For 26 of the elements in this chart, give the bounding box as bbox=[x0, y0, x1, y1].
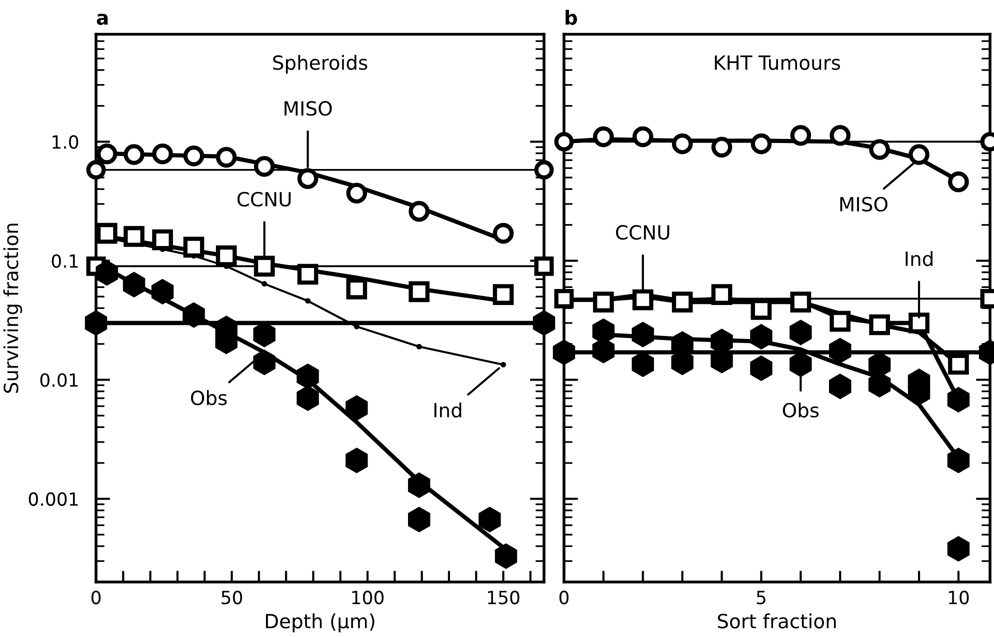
annotation: Obs bbox=[191, 390, 227, 406]
x-tick-label: 0 bbox=[559, 590, 569, 604]
text: a bbox=[96, 14, 108, 25]
x-tick-label: 5 bbox=[756, 590, 766, 604]
y-tick-label: 0.01 bbox=[40, 373, 78, 387]
annotation: Obs bbox=[782, 402, 819, 418]
x-axis-title: Sort fraction bbox=[718, 613, 836, 628]
text: KHT Tumours bbox=[714, 56, 840, 70]
x-tick-label: 50 bbox=[222, 590, 242, 604]
y-tick-label: 0.001 bbox=[28, 492, 78, 506]
x-tick-label: 150 bbox=[488, 590, 520, 604]
y-tick-label: 1.0 bbox=[52, 135, 78, 149]
x-axis-title: Depth (μm) bbox=[266, 613, 374, 632]
annotation: MISO bbox=[840, 196, 888, 212]
annotation: Ind bbox=[434, 402, 462, 418]
annotation: CCNU bbox=[237, 192, 291, 207]
text: b bbox=[566, 10, 578, 25]
y-tick-label: 0.1 bbox=[52, 254, 78, 268]
x-tick-label: 0 bbox=[91, 590, 101, 604]
text: Spheroids bbox=[273, 54, 368, 74]
x-tick-label: 100 bbox=[352, 590, 384, 604]
y-axis-title: Surviving fraction bbox=[3, 224, 22, 393]
annotation: CCNU bbox=[616, 225, 670, 240]
x-tick-label: 10 bbox=[948, 590, 969, 604]
annotation: MISO bbox=[284, 101, 332, 116]
annotation: Ind bbox=[906, 251, 932, 266]
